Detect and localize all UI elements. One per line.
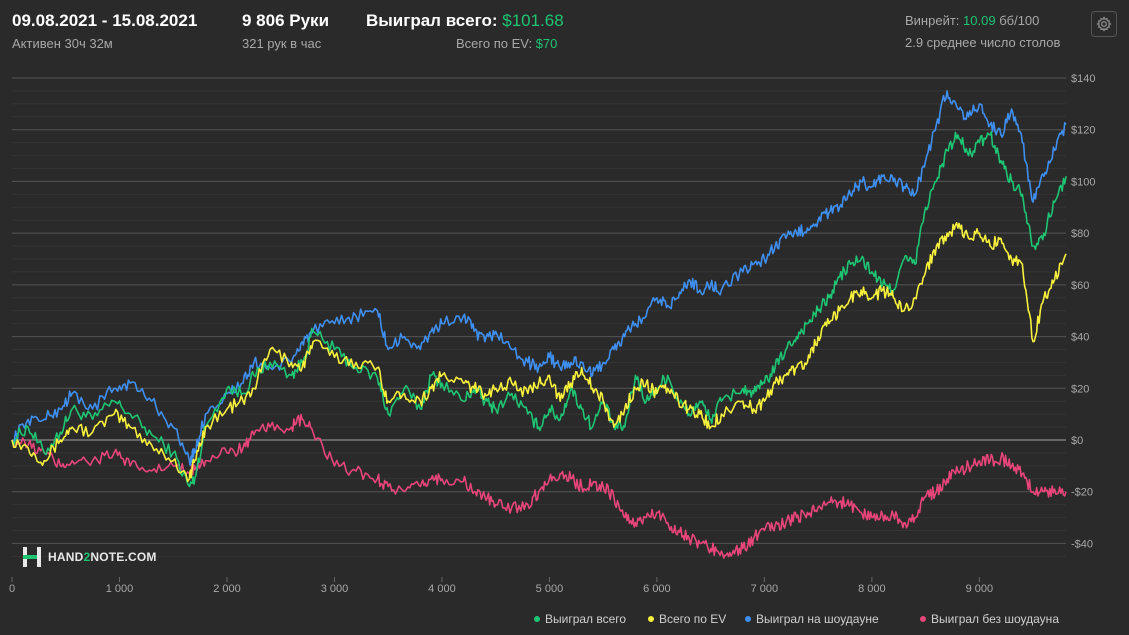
hand2note-logo-text: HAND2NOTE.COM [48, 550, 157, 564]
y-tick-label: $140 [1071, 73, 1095, 85]
y-tick-label: $40 [1071, 332, 1089, 344]
legend-label: Всего по EV [659, 612, 727, 626]
legend-label: Выиграл всего [545, 612, 627, 626]
x-tick-label: 6 000 [643, 583, 671, 595]
legend-label: Выиграл без шоудауна [931, 612, 1059, 626]
ev-total: Всего по EV: $70 [456, 36, 557, 51]
chart-series [11, 90, 1067, 559]
series-line-ev-total [11, 222, 1067, 483]
series-line-non-showdown [11, 413, 1067, 559]
y-tick-label: $80 [1071, 228, 1089, 240]
x-tick-label: 0 [9, 583, 15, 595]
legend-label: Выиграл на шоудауне [756, 612, 879, 626]
legend-dot [534, 615, 540, 622]
y-tick-label: -$20 [1071, 487, 1093, 499]
legend-item-showdown[interactable]: Выиграл на шоудауне [745, 612, 879, 626]
x-tick-label: 4 000 [428, 583, 456, 595]
won-total: Выиграл всего: $101.68 [366, 11, 564, 31]
avg-tables: 2.9 среднее число столов [905, 35, 1061, 50]
y-axis-ticks: -$40 -$20 $0 $20 $40 $60 $80 $100 $120 $140 [1071, 73, 1095, 550]
x-tick-label: 9 000 [966, 583, 994, 595]
date-range: 09.08.2021 - 15.08.2021 [12, 11, 198, 30]
x-tick-label: 1 000 [106, 583, 134, 595]
series-line-showdown [11, 90, 1067, 466]
settings-button[interactable] [1091, 11, 1117, 37]
legend-dot [920, 615, 926, 622]
hand2note-logo-icon [23, 547, 41, 567]
x-tick-label: 5 000 [536, 583, 564, 595]
ev-total-value: $70 [535, 36, 558, 51]
legend-item-non-showdown[interactable]: Выиграл без шоудауна [920, 612, 1059, 626]
winrate-value: 10.09 [963, 13, 996, 28]
y-tick-label: $0 [1071, 435, 1083, 447]
x-axis-ticks: 0 1 000 2 000 3 000 4 000 5 000 6 000 7 000 8 00… [9, 577, 993, 595]
hands-count: 9 806 Руки [242, 11, 330, 30]
y-tick-label: $120 [1071, 125, 1095, 137]
won-total-value: $101.68 [502, 11, 564, 30]
legend-dot [745, 615, 751, 622]
stats-header: 09.08.2021 - 15.08.2021 Активен 30ч 32м … [0, 0, 1129, 60]
winrate-unit: бб/100 [999, 13, 1040, 28]
ev-total-label: Всего по EV: [456, 36, 533, 51]
x-tick-label: 3 000 [321, 583, 349, 595]
x-tick-label: 2 000 [213, 583, 241, 595]
legend-item-ev-total[interactable]: Всего по EV [648, 612, 726, 626]
hands-per-hour: 321 рук в час [242, 36, 322, 51]
gear-icon [1096, 16, 1112, 32]
hand2note-logo: HAND2NOTE.COM [22, 546, 157, 568]
y-tick-label: $20 [1071, 383, 1089, 395]
x-tick-label: 8 000 [858, 583, 886, 595]
legend-dot [648, 615, 654, 622]
legend-item-won-total[interactable]: Выиграл всего [534, 612, 626, 626]
active-time: Активен 30ч 32м [12, 36, 113, 51]
y-tick-label: -$40 [1071, 538, 1093, 550]
chart-grid [12, 77, 1066, 557]
winrate-label: Винрейт: [905, 13, 960, 28]
x-tick-label: 7 000 [751, 583, 779, 595]
won-total-label: Выиграл всего: [366, 11, 498, 30]
y-tick-label: $100 [1071, 176, 1095, 188]
y-tick-label: $60 [1071, 280, 1089, 292]
winrate: Винрейт: 10.09 бб/100 [905, 13, 1039, 28]
